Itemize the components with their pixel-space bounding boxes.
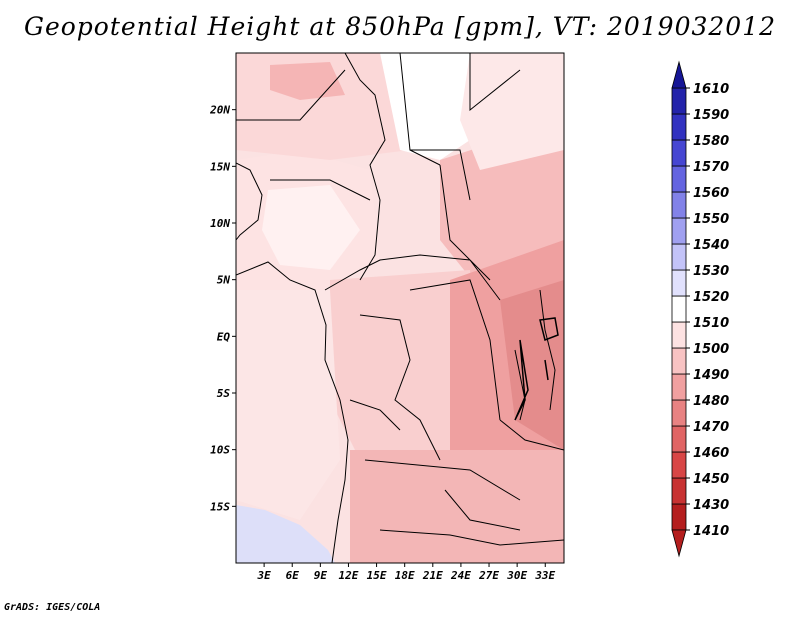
colorbar-label: 1570 (693, 160, 729, 175)
colorbar-label: 1530 (693, 264, 729, 279)
colorbar-segment (671, 295, 687, 323)
colorbar-segment (671, 139, 687, 167)
colorbar-label: 1550 (693, 212, 729, 227)
region-southern-africa (350, 450, 564, 563)
coastline-borders (236, 53, 564, 563)
colorbar-segment (671, 113, 687, 141)
colorbar-segment (671, 165, 687, 193)
footer-credit: GrADS: IGES/COLA (4, 602, 101, 613)
region-sudan (440, 120, 564, 290)
y-tick-label: 15S (210, 500, 230, 513)
y-tick-label: 5N (217, 274, 231, 287)
y-tick-label: 5S (217, 387, 231, 400)
map-field (236, 53, 564, 563)
colorbar-segment (671, 191, 687, 219)
colorbar-segment (671, 321, 687, 349)
x-tick-label: 6E (286, 569, 300, 582)
colorbar-min-arrow (671, 529, 687, 558)
colorbar-label: 1510 (693, 316, 729, 331)
colorbar-segment (671, 217, 687, 245)
region-northeast (460, 53, 564, 170)
x-tick-label: 12E (339, 569, 359, 582)
x-tick-label: 24E (450, 569, 471, 582)
colorbar-label: 1430 (693, 498, 729, 513)
colorbar-segment (671, 477, 687, 505)
colorbar-segment (671, 425, 687, 453)
x-tick-label: 15E (367, 569, 387, 582)
chart-title: Geopotential Height at 850hPa [gpm], VT:… (23, 12, 777, 41)
colorbar-label: 1410 (693, 524, 729, 539)
colorbar-label: 1460 (693, 446, 729, 461)
colorbar-max-arrow (671, 60, 687, 89)
colorbar-label: 1490 (693, 368, 729, 383)
y-tick-label: 10N (210, 217, 230, 230)
y-tick-label: 15N (210, 160, 230, 173)
colorbar: 1410 1430 1450 1460 1470 1480 1490 1500 1510 1520… (671, 60, 729, 558)
x-tick-label: 30E (506, 569, 527, 582)
colorbar-segment (671, 243, 687, 271)
colorbar-segment (671, 451, 687, 479)
y-tick-label: 20N (209, 104, 230, 117)
colorbar-label: 1470 (693, 420, 729, 435)
colorbar-label: 1450 (693, 472, 729, 487)
lake-victoria (514, 317, 559, 421)
x-tick-label: 9E (314, 569, 328, 582)
colorbar-label: 1500 (693, 342, 729, 357)
colorbar-label: 1610 (693, 82, 729, 97)
colorbar-label: 1540 (693, 238, 729, 253)
colorbar-label: 1580 (693, 134, 729, 149)
colorbar-segment (671, 373, 687, 401)
y-axis: 20N 15N 10N 5N EQ 5S 10S 15S (209, 104, 236, 513)
map-frame (235, 52, 565, 564)
colorbar-segment (671, 399, 687, 427)
x-tick-label: 18E (395, 569, 415, 582)
y-tick-label: EQ (217, 330, 231, 343)
colorbar-label: 1520 (693, 290, 729, 305)
region-south-atlantic (236, 505, 335, 563)
x-tick-label: 21E (422, 569, 443, 582)
x-axis: 3E 6E 9E 12E 15E 18E 21E 24E 27E 30E 33E (256, 563, 556, 582)
colorbar-label: 1590 (693, 108, 729, 123)
colorbar-segment (671, 87, 687, 115)
region-congo (330, 270, 480, 460)
y-tick-label: 10S (210, 444, 230, 457)
region-atlantic (236, 290, 340, 520)
colorbar-label: 1560 (693, 186, 729, 201)
colorbar-segment (671, 269, 687, 297)
colorbar-segment (671, 347, 687, 375)
colorbar-segment (671, 503, 687, 531)
region-east-peak (500, 280, 564, 450)
region-nigeria (262, 185, 360, 270)
x-tick-label: 27E (478, 569, 499, 582)
x-tick-label: 3E (256, 569, 271, 582)
colorbar-label: 1480 (693, 394, 729, 409)
x-tick-label: 33E (534, 569, 555, 582)
